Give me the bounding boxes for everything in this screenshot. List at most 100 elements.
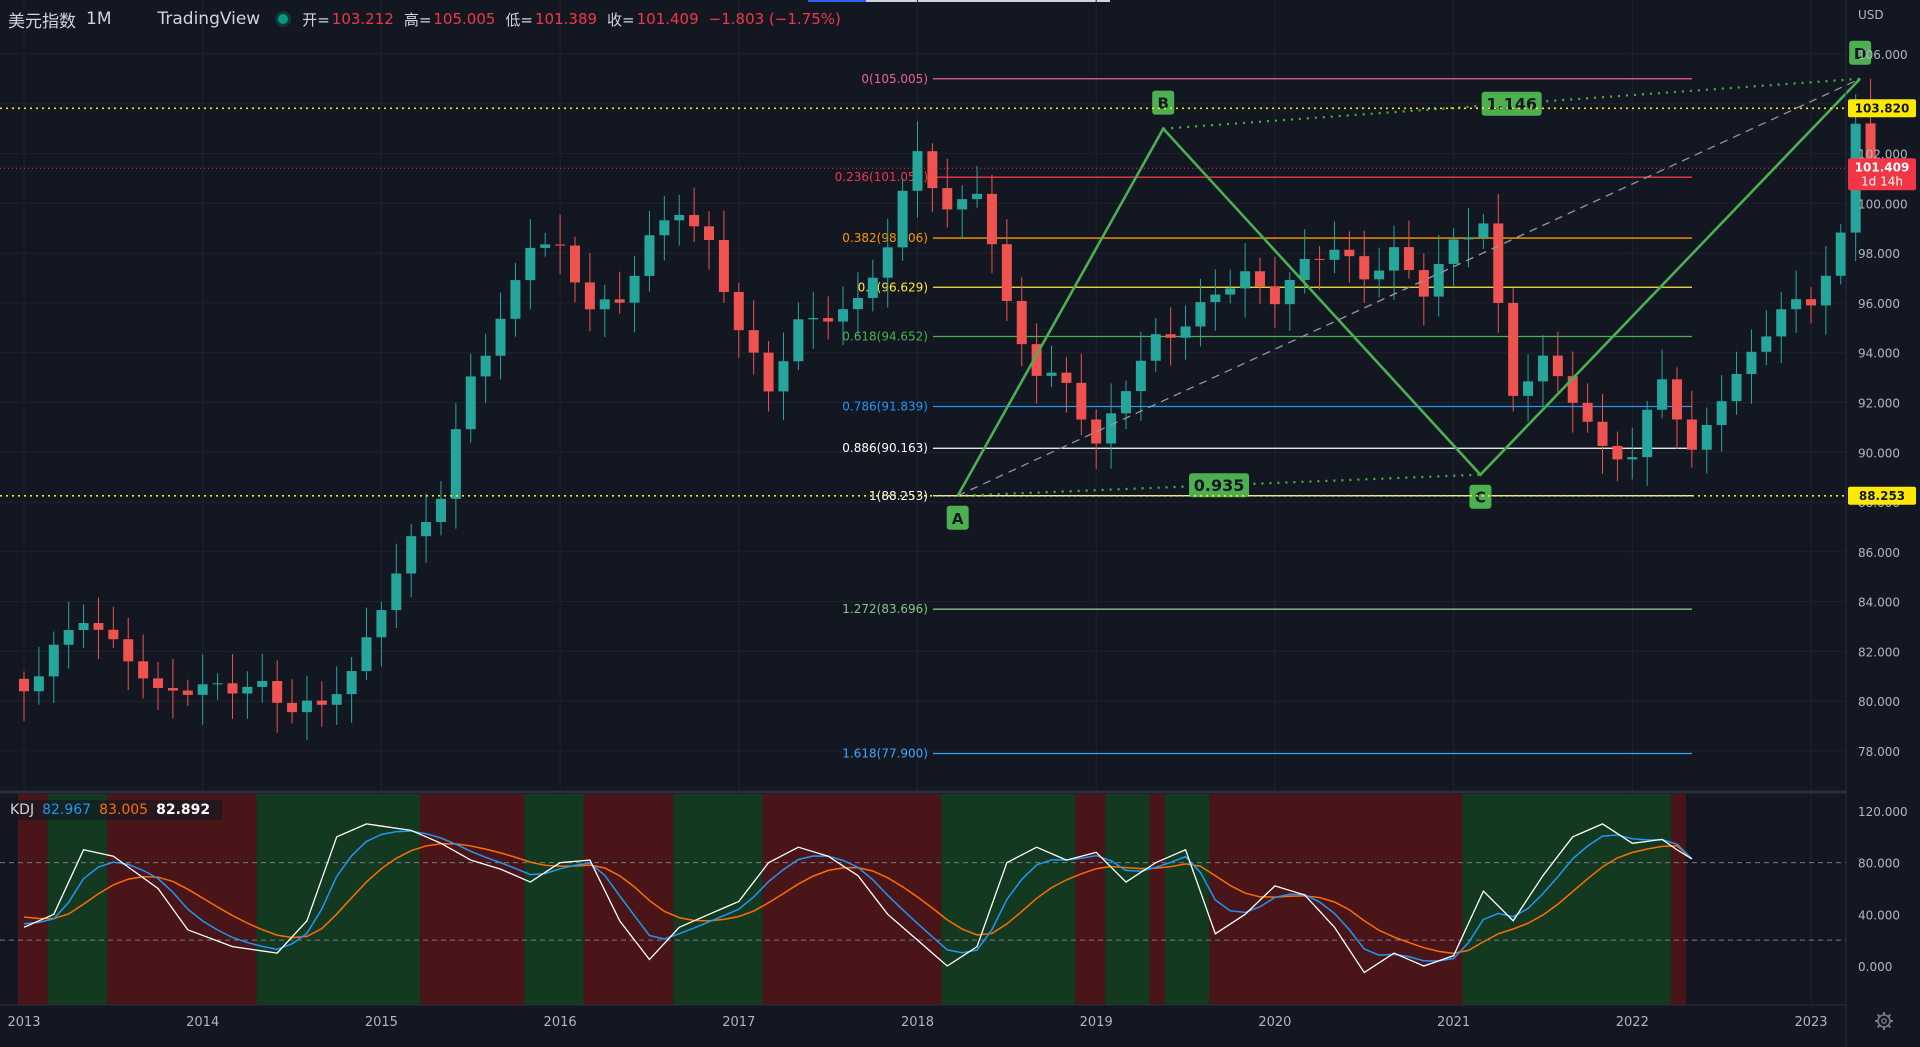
kdj-legend[interactable]: KDJ 82.967 83.005 82.892 — [6, 800, 223, 820]
candle-body — [1120, 391, 1131, 414]
market-status-icon[interactable] — [278, 14, 289, 24]
candle-body — [1448, 239, 1459, 264]
candle-body — [733, 291, 744, 331]
candle — [153, 662, 164, 710]
candle-body — [555, 244, 566, 246]
candle — [1463, 208, 1474, 268]
candle — [778, 332, 789, 421]
price-tick: 92.000 — [1858, 397, 1900, 411]
candle — [733, 282, 744, 358]
candle-body — [108, 629, 119, 640]
candle-body — [763, 352, 774, 392]
candle — [1865, 78, 1876, 169]
kdj-zone — [18, 794, 48, 1005]
candle-body — [1344, 249, 1355, 257]
settings-gear-icon[interactable] — [1875, 1012, 1893, 1030]
candle — [376, 601, 387, 667]
top-accent-white — [866, 0, 1110, 2]
kdj-axis[interactable]: 120.000 80.000 40.000 0.000 — [1858, 805, 1908, 974]
price-tick: 94.000 — [1858, 347, 1900, 361]
candle-body — [644, 235, 655, 276]
candle-body — [1031, 344, 1042, 376]
candle-body — [465, 376, 476, 430]
candle-body — [1597, 421, 1608, 446]
candle-body — [1240, 271, 1251, 289]
candle — [123, 617, 134, 691]
price-tick: 78.000 — [1858, 745, 1900, 759]
candle-body — [346, 671, 357, 695]
candle-body — [1537, 355, 1548, 382]
candle — [957, 185, 968, 239]
price-tick: 86.000 — [1858, 546, 1900, 560]
candle-body — [629, 275, 640, 303]
candle-body — [838, 309, 849, 322]
candle-body — [272, 681, 283, 703]
candle-body — [674, 214, 685, 221]
candle — [1806, 287, 1816, 324]
time-axis[interactable]: 2013 2014 2015 2016 2017 2018 2019 2020 2021 2022… — [7, 1015, 1827, 1030]
candle — [1374, 247, 1385, 298]
fib-level-label: 0(105.005) — [861, 72, 928, 86]
fib-retracement[interactable]: 0(105.005)0.236(101.052)0.382(98.606)0.5… — [835, 72, 1692, 761]
symbol-name[interactable]: 美元指数 — [8, 11, 76, 32]
horizontal-lines[interactable] — [0, 107, 1846, 497]
candle — [1329, 221, 1340, 274]
candle-body — [852, 297, 863, 310]
kdj-zone — [583, 794, 674, 1005]
candle-body — [331, 694, 342, 705]
candle — [1582, 383, 1593, 433]
candle — [331, 666, 342, 725]
candle-body — [167, 687, 178, 691]
candle — [1061, 356, 1072, 413]
candle — [1016, 277, 1027, 367]
candle-body — [361, 637, 372, 672]
candle-body — [1716, 401, 1727, 425]
price-tick: 96.000 — [1858, 297, 1900, 311]
candle — [1284, 272, 1295, 331]
candle-body — [927, 151, 938, 189]
abcd-pattern[interactable]: 0.935 1.146 A B C D — [946, 40, 1872, 530]
time-tick: 2021 — [1437, 1015, 1470, 1030]
kdj-zone — [1670, 794, 1686, 1005]
low-label: 低= — [505, 10, 533, 29]
candle — [763, 341, 774, 412]
candle-body — [1865, 123, 1876, 169]
candle-body — [1091, 419, 1102, 444]
timeframe[interactable]: 1M — [86, 9, 112, 29]
candle — [287, 679, 298, 724]
fib-level-label: 0.786(91.839) — [842, 400, 928, 414]
candle-body — [972, 193, 983, 200]
low-value: 101.389 — [535, 10, 598, 28]
kdj-title[interactable]: KDJ — [10, 802, 35, 818]
symbol-legend[interactable]: 美元指数 1M TradingView 开= 103.212 高= 105.005 … — [8, 8, 851, 32]
candle — [1642, 401, 1653, 486]
candle — [808, 291, 819, 349]
candle — [986, 174, 997, 273]
candle — [1150, 318, 1161, 372]
candle — [674, 194, 685, 246]
candle — [1046, 345, 1057, 388]
candle — [510, 262, 521, 337]
candle-body — [1523, 381, 1534, 396]
candle — [421, 493, 432, 563]
candle — [1269, 256, 1280, 328]
price-axis[interactable]: USD106.000104.000102.000100.00098.00096.… — [1858, 8, 1908, 759]
candle — [1671, 367, 1682, 449]
kdj-zone — [941, 794, 1076, 1005]
abcd-legs — [956, 77, 1862, 497]
candle — [1091, 409, 1102, 469]
price-tick: 100.000 — [1858, 197, 1908, 211]
candle — [1433, 235, 1444, 317]
kdj-j-value: 82.892 — [156, 802, 211, 818]
data-source: TradingView — [157, 9, 261, 29]
candle — [599, 284, 610, 338]
candle-body — [778, 361, 789, 392]
time-tick: 2019 — [1080, 1015, 1113, 1030]
candle — [912, 121, 923, 218]
fib-level-label: 0.382(98.606) — [842, 231, 928, 245]
price-label-bg — [1848, 99, 1916, 118]
fib-level-label: 1.272(83.696) — [842, 602, 928, 616]
top-accent-blue — [808, 0, 866, 2]
candle — [1135, 331, 1146, 421]
